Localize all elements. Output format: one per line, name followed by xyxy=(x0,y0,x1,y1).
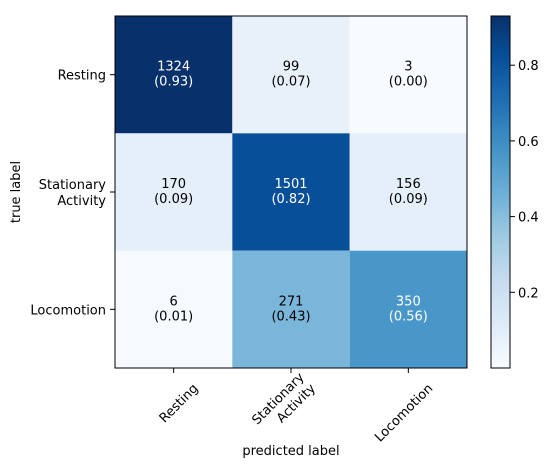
cell-proportion-label: (0.82) xyxy=(271,192,310,207)
colorbar-tick-label: 0.4 xyxy=(518,211,539,226)
cell-count-label: 350 xyxy=(396,294,421,309)
cell-count-label: 170 xyxy=(161,177,186,192)
heatmap-cells xyxy=(115,16,467,368)
cell-proportion-label: (0.00) xyxy=(389,75,428,90)
heatmap-cell xyxy=(349,250,467,368)
x-tick-label: Locomotion xyxy=(372,381,436,445)
cell-count-label: 3 xyxy=(404,60,412,75)
heatmap-cell xyxy=(115,133,233,251)
cell-proportion-label: (0.09) xyxy=(154,192,193,207)
cell-proportion-label: (0.01) xyxy=(154,309,193,324)
colorbar-ticks: 0.2 0.4 0.6 0.8 xyxy=(510,59,539,301)
colorbar: 0.2 0.4 0.6 0.8 xyxy=(490,15,539,369)
y-tick-label: Locomotion xyxy=(30,303,106,318)
cell-proportion-label: (0.07) xyxy=(271,75,310,90)
cell-count-label: 271 xyxy=(279,294,304,309)
cell-count-label: 6 xyxy=(170,294,178,309)
heatmap-cell xyxy=(115,250,233,368)
cell-count-label: 1324 xyxy=(157,60,190,75)
heatmap-cell xyxy=(232,133,350,251)
y-axis: Resting Stationary Activity Locomotion xyxy=(30,69,115,318)
colorbar-tick-label: 0.8 xyxy=(518,59,539,74)
heatmap-cell xyxy=(115,16,233,134)
cell-count-label: 1501 xyxy=(274,177,307,192)
cell-proportion-label: (0.43) xyxy=(271,309,310,324)
heatmap-cell xyxy=(232,250,350,368)
cell-count-label: 156 xyxy=(396,177,421,192)
cell-annotations: 1324(0.93)99(0.07)3(0.00)170(0.09)1501(0… xyxy=(154,60,428,325)
x-tick-label: Resting xyxy=(157,381,202,426)
x-axis-label: predicted label xyxy=(242,444,339,459)
cell-proportion-label: (0.93) xyxy=(154,75,193,90)
x-tick-label: StationaryActivity xyxy=(249,370,319,440)
colorbar-tick-label: 0.2 xyxy=(518,286,539,301)
colorbar-tick-label: 0.6 xyxy=(518,135,539,150)
heatmap-cell xyxy=(349,133,467,251)
heatmap-cell xyxy=(349,16,467,134)
cell-count-label: 99 xyxy=(283,60,300,75)
colorbar-gradient xyxy=(490,15,511,369)
y-axis-label: true label xyxy=(9,161,24,223)
x-axis: Resting StationaryActivity Locomotion xyxy=(157,368,436,445)
cell-proportion-label: (0.09) xyxy=(389,192,428,207)
heatmap-cell xyxy=(232,16,350,134)
cell-proportion-label: (0.56) xyxy=(389,309,428,324)
y-tick-label: Resting xyxy=(58,69,106,84)
y-tick-label: Stationary Activity xyxy=(39,178,107,209)
